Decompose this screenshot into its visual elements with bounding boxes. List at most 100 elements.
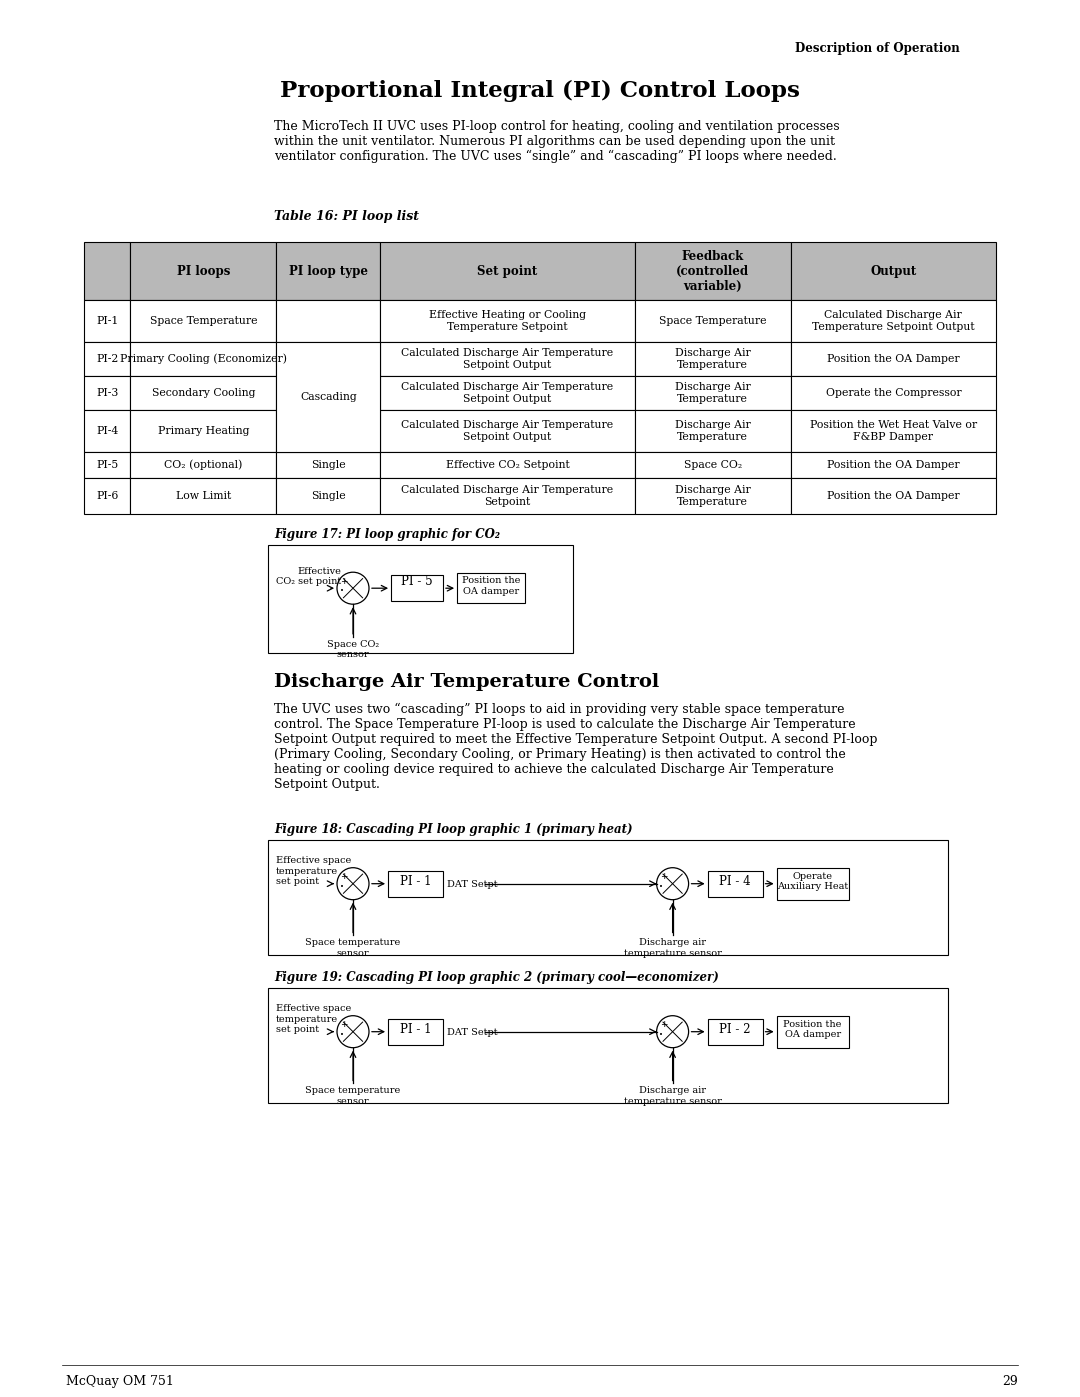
Bar	[707, 870, 762, 897]
Bar	[84, 242, 131, 300]
Text: Position the OA Damper: Position the OA Damper	[827, 460, 960, 469]
Text: •: •	[340, 884, 343, 890]
Text: PI - 2: PI - 2	[719, 1023, 751, 1035]
Text: Set point: Set point	[477, 264, 538, 278]
Bar	[131, 453, 276, 478]
Text: Table 16: PI loop list: Table 16: PI loop list	[274, 210, 419, 224]
Bar	[388, 1018, 443, 1045]
Text: Primary Cooling (Economizer): Primary Cooling (Economizer)	[120, 353, 287, 365]
Bar	[791, 300, 996, 342]
Bar	[84, 409, 131, 453]
Bar	[388, 870, 443, 897]
Text: Operate the Compressor: Operate the Compressor	[825, 388, 961, 398]
Text: Figure 18: Cascading PI loop graphic 1 (primary heat): Figure 18: Cascading PI loop graphic 1 (…	[274, 823, 633, 835]
Bar	[131, 376, 276, 409]
Text: Space temperature
sensor: Space temperature sensor	[306, 1087, 401, 1106]
Bar	[380, 409, 635, 453]
Text: Secondary Cooling: Secondary Cooling	[151, 388, 255, 398]
Text: PI - 1: PI - 1	[400, 875, 431, 887]
Bar	[457, 573, 525, 604]
Text: McQuay OM 751: McQuay OM 751	[66, 1375, 174, 1389]
Text: PI - 4: PI - 4	[719, 875, 751, 887]
Bar	[276, 478, 380, 514]
Text: Effective space
temperature
set point: Effective space temperature set point	[276, 856, 351, 886]
Text: PI loops: PI loops	[177, 264, 230, 278]
Bar	[84, 453, 131, 478]
Bar	[84, 478, 131, 514]
Text: Calculated Discharge Air Temperature
Setpoint Output: Calculated Discharge Air Temperature Set…	[402, 420, 613, 441]
Text: Space temperature
sensor: Space temperature sensor	[306, 939, 401, 958]
Bar	[707, 1018, 762, 1045]
Text: DAT Setpt—: DAT Setpt—	[447, 880, 508, 890]
Text: Calculated Discharge Air Temperature
Setpoint Output: Calculated Discharge Air Temperature Set…	[402, 383, 613, 404]
Bar	[380, 342, 635, 376]
Text: Feedback
(controlled
variable): Feedback (controlled variable)	[676, 250, 750, 292]
Text: Calculated Discharge Air Temperature
Setpoint Output: Calculated Discharge Air Temperature Set…	[402, 348, 613, 370]
Text: PI-4: PI-4	[96, 426, 119, 436]
Text: Position the OA Damper: Position the OA Damper	[827, 490, 960, 502]
Text: Position the
OA damper: Position the OA damper	[462, 576, 521, 595]
Text: The MicroTech II UVC uses PI-loop control for heating, cooling and ventilation p: The MicroTech II UVC uses PI-loop contro…	[274, 120, 839, 163]
Text: Space CO₂
sensor: Space CO₂ sensor	[327, 640, 379, 659]
Text: Discharge Air
Temperature: Discharge Air Temperature	[675, 420, 751, 441]
Text: Position the
OA damper: Position the OA damper	[783, 1020, 841, 1039]
Bar	[791, 409, 996, 453]
Text: Figure 17: PI loop graphic for CO₂: Figure 17: PI loop graphic for CO₂	[274, 528, 500, 541]
Bar	[635, 242, 791, 300]
Text: •: •	[340, 588, 343, 594]
Bar	[791, 453, 996, 478]
Bar	[276, 242, 380, 300]
Bar	[380, 376, 635, 409]
Text: Position the OA Damper: Position the OA Damper	[827, 353, 960, 365]
Bar	[276, 342, 380, 453]
Text: CO₂ (optional): CO₂ (optional)	[164, 460, 243, 471]
Bar	[635, 478, 791, 514]
Text: Cascading: Cascading	[300, 393, 356, 402]
Text: Effective
CO₂ set point: Effective CO₂ set point	[276, 567, 341, 585]
Text: Effective CO₂ Setpoint: Effective CO₂ Setpoint	[446, 460, 569, 469]
Text: PI-2: PI-2	[96, 353, 119, 365]
Bar	[131, 300, 276, 342]
Bar	[84, 342, 131, 376]
Text: Space CO₂: Space CO₂	[684, 460, 742, 469]
Bar	[380, 300, 635, 342]
Text: Discharge air
temperature sensor: Discharge air temperature sensor	[623, 939, 721, 958]
Text: Space Temperature: Space Temperature	[150, 316, 257, 326]
Bar	[84, 376, 131, 409]
Text: +: +	[340, 872, 348, 882]
Text: Figure 19: Cascading PI loop graphic 2 (primary cool—economizer): Figure 19: Cascading PI loop graphic 2 (…	[274, 971, 719, 983]
Text: +: +	[340, 577, 348, 585]
Text: PI - 5: PI - 5	[401, 576, 433, 588]
Bar	[380, 242, 635, 300]
Text: PI-6: PI-6	[96, 490, 119, 502]
Bar	[380, 478, 635, 514]
Bar	[777, 1016, 849, 1048]
Text: •: •	[660, 884, 663, 890]
Bar	[131, 242, 276, 300]
Bar	[791, 342, 996, 376]
Text: PI-5: PI-5	[96, 460, 119, 469]
Bar	[391, 576, 443, 601]
Text: 29: 29	[1002, 1375, 1018, 1389]
Text: Operate
Auxiliary Heat: Operate Auxiliary Heat	[777, 872, 848, 891]
Text: PI loop type: PI loop type	[288, 264, 368, 278]
Text: Proportional Integral (PI) Control Loops: Proportional Integral (PI) Control Loops	[280, 80, 800, 102]
Text: Position the Wet Heat Valve or
F&BP Damper: Position the Wet Heat Valve or F&BP Damp…	[810, 420, 977, 441]
Bar	[791, 242, 996, 300]
Bar	[276, 453, 380, 478]
Text: Primary Heating: Primary Heating	[158, 426, 249, 436]
Text: Effective Heating or Cooling
Temperature Setpoint: Effective Heating or Cooling Temperature…	[429, 310, 586, 332]
Text: PI-1: PI-1	[96, 316, 119, 326]
Bar	[268, 840, 948, 956]
Bar	[635, 342, 791, 376]
Text: PI-3: PI-3	[96, 388, 119, 398]
Bar	[777, 868, 849, 900]
Bar	[276, 300, 380, 342]
Bar	[791, 478, 996, 514]
Bar	[131, 478, 276, 514]
Bar	[635, 409, 791, 453]
Bar	[84, 300, 131, 342]
Text: The UVC uses two “cascading” PI loops to aid in providing very stable space temp: The UVC uses two “cascading” PI loops to…	[274, 703, 877, 791]
Text: Discharge Air
Temperature: Discharge Air Temperature	[675, 383, 751, 404]
Text: Low Limit: Low Limit	[176, 490, 231, 502]
